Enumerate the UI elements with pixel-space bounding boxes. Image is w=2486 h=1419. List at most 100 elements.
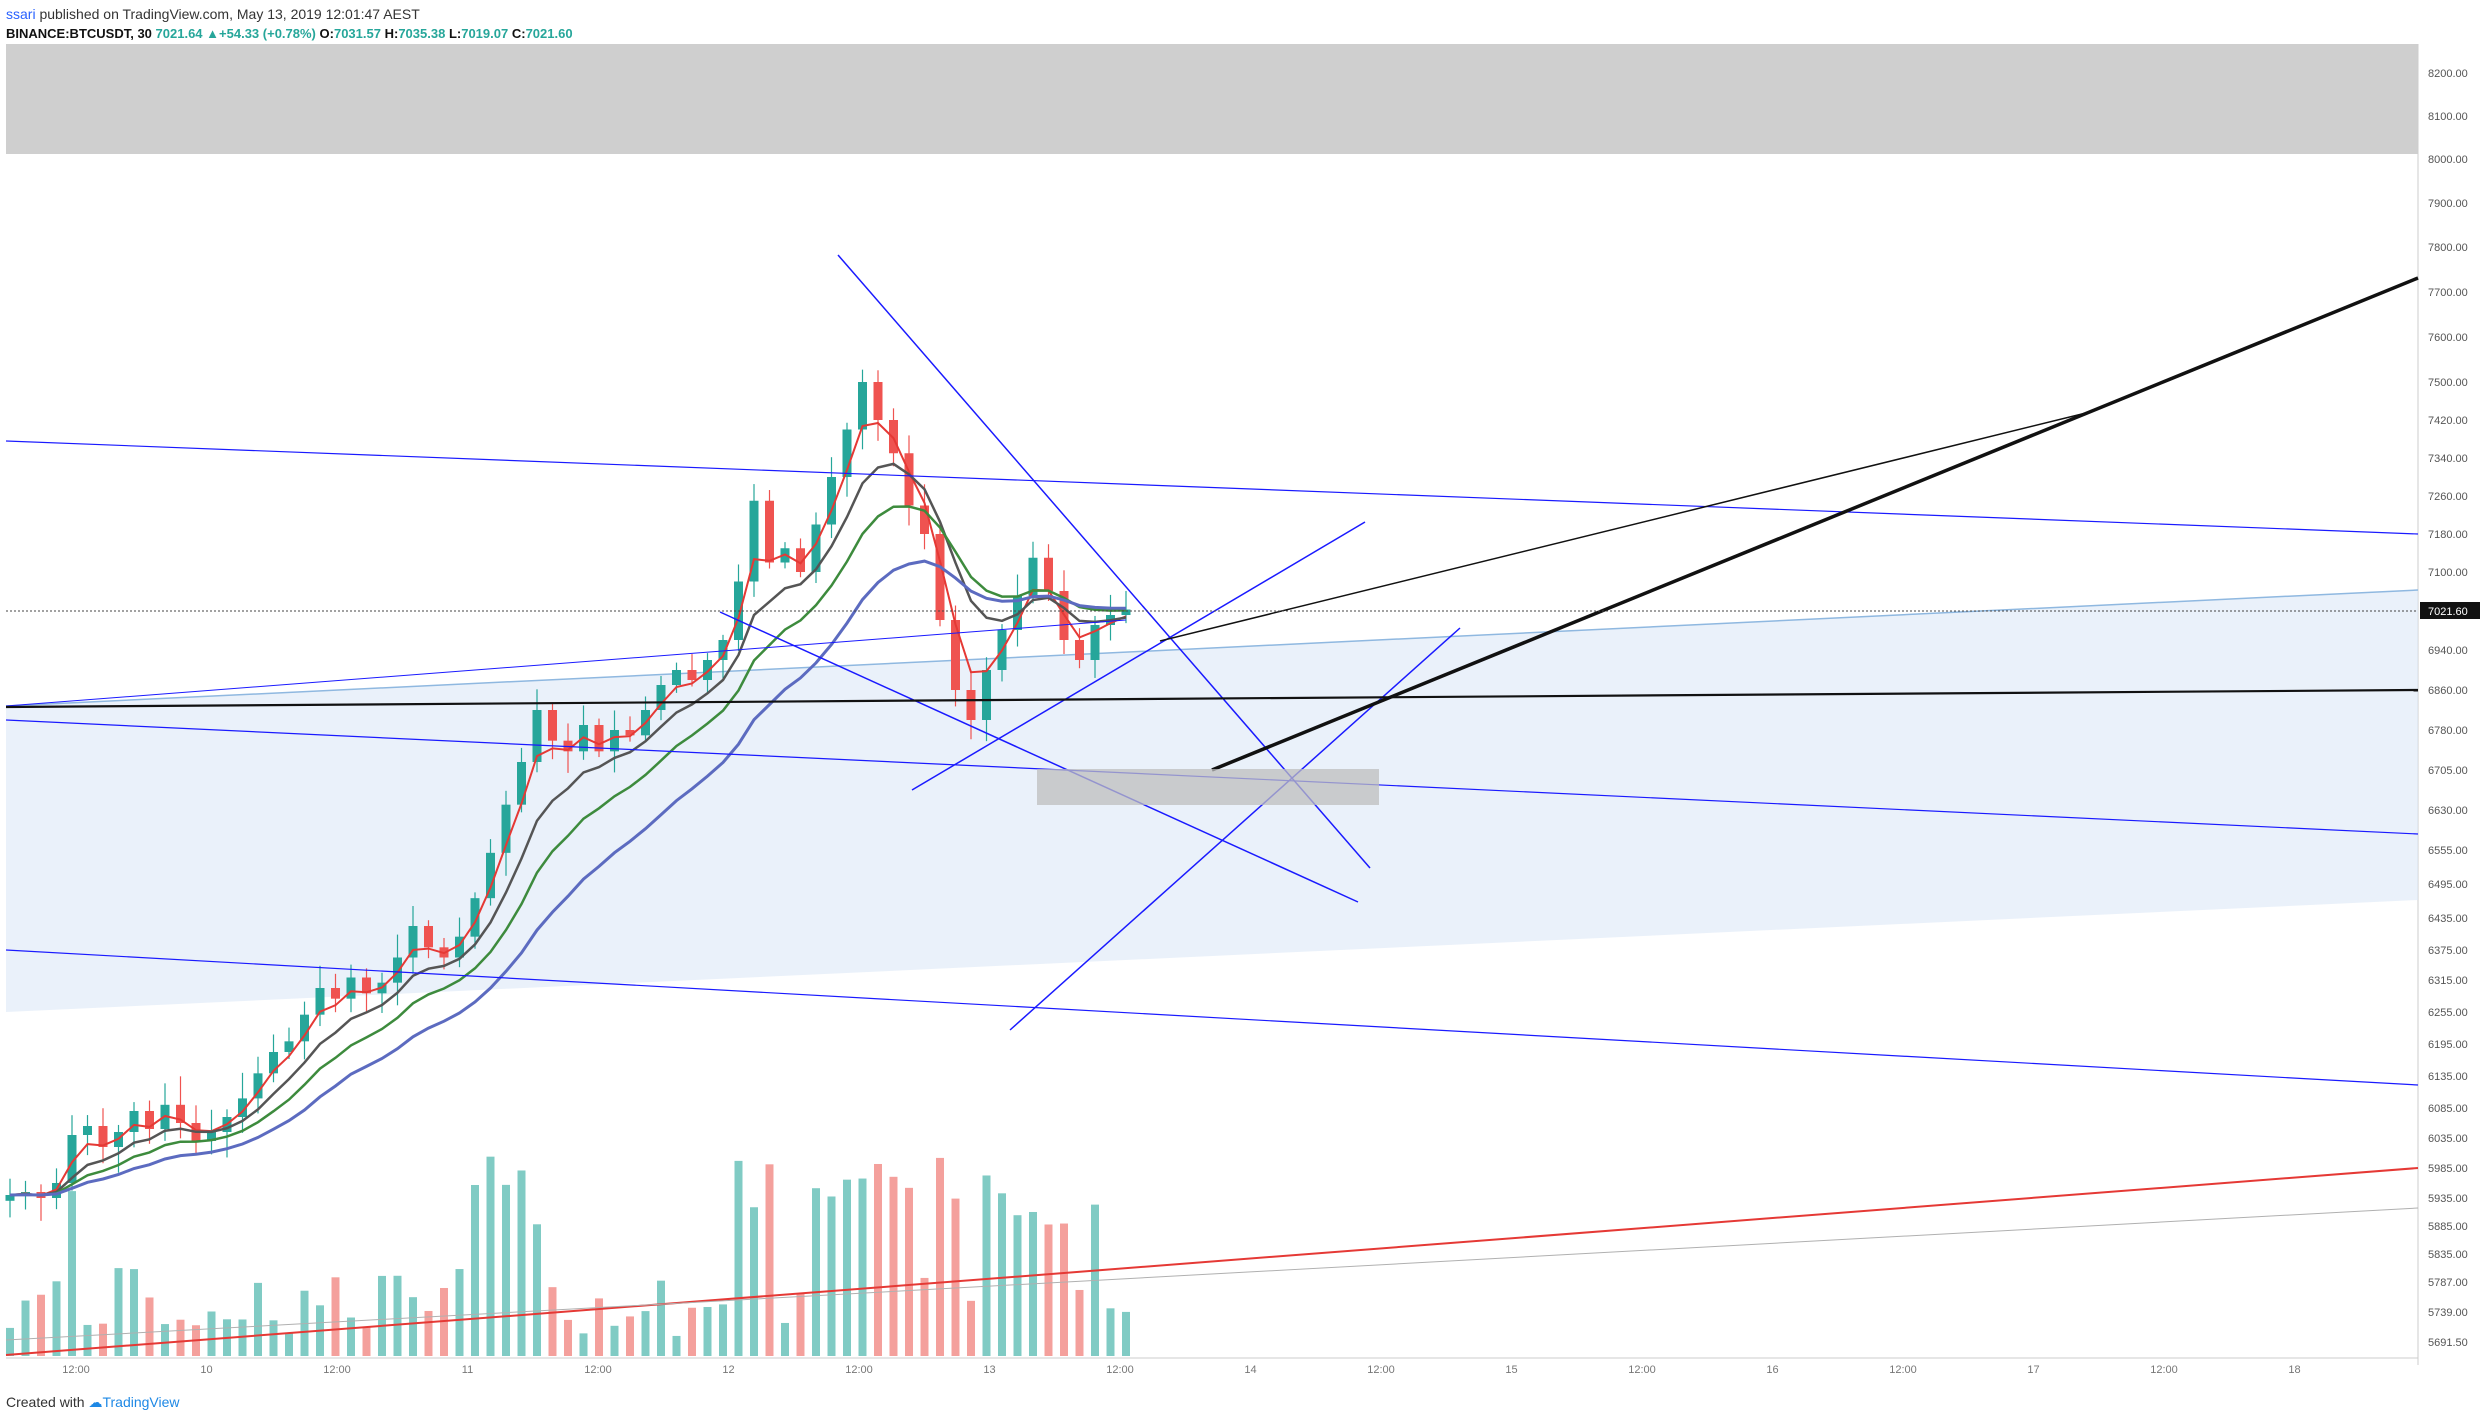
volume-bar (781, 1322, 789, 1356)
volume-bar (347, 1317, 355, 1356)
price-tick-label: 7700.00 (2428, 287, 2468, 299)
last-price: 7021.64 (155, 26, 203, 41)
candle-body (424, 926, 433, 948)
wedge-resistance-line (837, 254, 1371, 869)
candle-body (145, 1111, 154, 1129)
triangle-upper-trend (1009, 627, 1461, 1031)
price-tick-label: 6705.00 (2428, 765, 2468, 777)
volume-bar (486, 1156, 495, 1356)
last-price-tag (2420, 602, 2480, 619)
low-label: L: (448, 26, 462, 41)
price-tick-label: 6940.00 (2428, 645, 2468, 657)
volume-bar (920, 1277, 929, 1356)
shaded-resistance-zone (6, 44, 2418, 154)
time-tick-label: 11 (462, 1364, 473, 1376)
volume-bar (378, 1275, 386, 1356)
time-tick-label: 12:00 (845, 1364, 873, 1376)
price-tick-label: 6630.00 (2428, 805, 2468, 817)
volume-bar (750, 1207, 758, 1356)
price-tick-label: 8100.00 (2428, 111, 2468, 123)
footer-brand[interactable]: TradingView (102, 1394, 180, 1410)
ema-line (9, 421, 1127, 1197)
candle-body (594, 725, 604, 752)
price-tick-label: 7100.00 (2428, 567, 2468, 579)
candle-body (532, 710, 542, 762)
candle-body (1044, 557, 1053, 591)
candle-body (67, 1135, 77, 1183)
time-tick-label: 10 (200, 1364, 212, 1376)
volume-bar (626, 1316, 634, 1356)
volume-bar (641, 1311, 650, 1356)
candle-body (238, 1098, 247, 1117)
volume-bar (238, 1319, 247, 1356)
last-price-tag-label: 7021.60 (2428, 606, 2468, 618)
symbol-info: BINANCE:BTCUSDT, 30 7021.64 ▲+54.33 (+0.… (6, 24, 1406, 44)
volume-bar (719, 1304, 727, 1356)
price-tick-label: 6860.00 (2428, 685, 2468, 697)
price-tick-label: 6780.00 (2428, 725, 2468, 737)
candle-body (269, 1052, 278, 1074)
ema-line (9, 559, 1127, 1197)
candle-body (718, 640, 728, 660)
symbol-label: BINANCE:BTCUSDT, 30 (6, 26, 152, 41)
candle-body (486, 852, 495, 899)
close-value: 7021.60 (525, 26, 573, 41)
price-tick-label: 7900.00 (2428, 198, 2468, 210)
ema-line (9, 505, 1127, 1197)
price-tick-label: 5739.00 (2428, 1307, 2468, 1319)
volume-bar (889, 1176, 898, 1356)
price-tick-label: 8200.00 (2428, 68, 2468, 80)
time-tick-label: 12:00 (62, 1364, 90, 1376)
channel-upper-line (5, 589, 2419, 707)
time-tick-label: 13 (983, 1364, 995, 1376)
red-volume-trend (5, 1167, 2419, 1356)
price-axis: 8200.00 8100.00 8000.00 7900.00 7800.00 7700.… (2428, 68, 2468, 1349)
volume-bar (176, 1319, 185, 1356)
candle-body (517, 762, 526, 805)
change-value: +54.33 (+0.78%) (219, 26, 316, 41)
candle-body (1090, 625, 1100, 660)
volume-bar (734, 1160, 743, 1356)
publisher-link[interactable]: ssari (6, 6, 36, 22)
time-tick-label: 12:00 (584, 1364, 612, 1376)
volume-bar (52, 1281, 61, 1356)
volume-bar (1106, 1308, 1115, 1356)
price-tick-label: 7340.00 (2428, 453, 2468, 465)
price-tick-label: 6035.00 (2428, 1133, 2468, 1145)
tradingview-logo-icon[interactable]: ☁ (88, 1394, 103, 1410)
candle-body (83, 1126, 92, 1135)
candle-body (408, 926, 418, 958)
candle-body (796, 548, 805, 572)
time-tick-label: 15 (1505, 1364, 1517, 1376)
volume-bar (998, 1193, 1006, 1356)
volume-bar (843, 1179, 851, 1356)
open-label: O: (319, 26, 334, 41)
chart-footer: Created with ☁TradingView (6, 1394, 180, 1411)
volume-bar (393, 1275, 402, 1356)
volume-bar (579, 1333, 588, 1356)
volume-bar (595, 1298, 603, 1356)
candle-body (362, 977, 371, 994)
moving-averages (9, 421, 1127, 1197)
volume-bar (533, 1224, 541, 1356)
volume-bar (874, 1163, 882, 1356)
volume-bar (1013, 1215, 1022, 1356)
price-tick-label: 5787.00 (2428, 1277, 2468, 1289)
candle-body (1028, 557, 1038, 596)
price-tick-label: 6085.00 (2428, 1103, 2468, 1115)
volume-bar (982, 1175, 991, 1356)
volume-bar (254, 1282, 262, 1356)
candle-body (300, 1014, 309, 1042)
volume-bar (362, 1326, 371, 1356)
price-tick-label: 5691.50 (2428, 1337, 2468, 1349)
high-value: 7035.38 (398, 26, 446, 41)
candle-body (982, 670, 991, 720)
candle-body (920, 505, 929, 534)
price-tick-label: 7500.00 (2428, 377, 2468, 389)
candle-body (1075, 640, 1084, 660)
candle-body (207, 1132, 216, 1141)
candle-body (1121, 609, 1131, 615)
secondary-support (5, 619, 1127, 707)
price-tick-label: 6555.00 (2428, 845, 2468, 857)
